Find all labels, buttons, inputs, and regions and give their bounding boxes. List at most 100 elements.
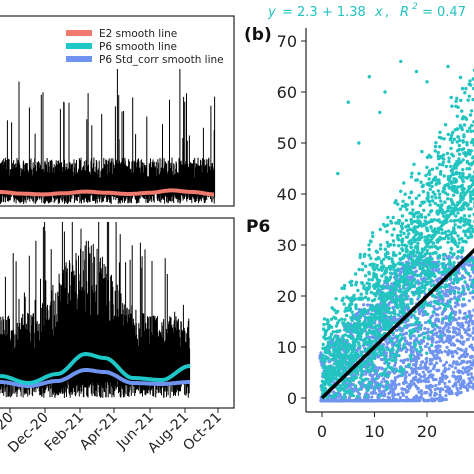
scatter-point-cyan	[427, 169, 432, 173]
scatter-point-blue	[382, 399, 386, 403]
scatter-point-blue	[364, 399, 368, 403]
scatter-point-cyan	[361, 370, 365, 374]
scatter-point-blue	[451, 286, 455, 290]
scatter-point-cyan	[461, 172, 465, 176]
scatter-point-blue	[382, 394, 387, 398]
scatter-point-cyan	[336, 355, 340, 359]
scatter-point-cyan	[425, 257, 429, 261]
scatter-point-cyan	[332, 362, 337, 366]
scatter-point-blue	[405, 370, 409, 374]
scatter-point-cyan	[342, 283, 347, 288]
scatter-point-cyan	[345, 325, 349, 330]
scatter-point-cyan	[468, 167, 472, 171]
scatter-point-cyan	[416, 241, 420, 245]
scatter-point-cyan	[426, 336, 430, 340]
scatter-point-blue	[409, 383, 413, 387]
scatter-point-blue	[379, 399, 383, 403]
equation-sep: ,	[385, 5, 389, 20]
scatter-point-cyan	[450, 104, 454, 108]
scatter-point-cyan	[400, 204, 405, 208]
scatter-point-cyan	[336, 171, 340, 176]
scatter-point-blue	[462, 379, 466, 383]
scatter-point-cyan	[401, 311, 405, 316]
scatter-point-cyan	[452, 219, 456, 223]
scatter-point-cyan	[383, 325, 388, 329]
scatter-point-cyan	[398, 299, 403, 303]
scatter-point-cyan	[410, 323, 414, 327]
scatter-point-cyan	[341, 337, 345, 341]
scatter-point-cyan	[343, 366, 348, 370]
scatter-point-cyan	[409, 257, 413, 261]
scatter-point-cyan	[367, 75, 371, 79]
scatter-point-cyan	[437, 181, 441, 185]
scatter-point-blue	[457, 322, 461, 326]
scatter-point-blue	[393, 363, 397, 367]
scatter-point-cyan	[343, 309, 347, 313]
scatter-point-cyan	[448, 232, 453, 237]
scatter-point-cyan	[337, 344, 341, 349]
scatter-point-cyan	[389, 297, 393, 301]
scatter-point-blue	[457, 356, 461, 360]
scatter-point-cyan	[457, 157, 461, 161]
scatter-point-cyan	[469, 149, 473, 153]
scatter-point-cyan	[442, 257, 446, 261]
scatter-point-cyan	[446, 268, 451, 272]
scatter-point-cyan	[420, 290, 424, 294]
scatter-point-cyan	[451, 180, 455, 184]
scatter-point-blue	[469, 372, 473, 376]
scatter-point-cyan	[386, 291, 390, 295]
scatter-point-blue	[414, 362, 418, 366]
scatter-point-cyan	[352, 355, 356, 359]
panel-b-axes: 0 10 20 30 40 50 60 70 0 10 20	[277, 28, 474, 441]
scatter-point-blue	[460, 321, 464, 326]
scatter-point-cyan	[417, 334, 421, 338]
scatter-point-cyan	[466, 287, 471, 291]
scatter-point-cyan	[394, 358, 398, 362]
scatter-point-blue	[400, 399, 405, 403]
scatter-point-cyan	[406, 225, 411, 229]
scatter-point-blue	[404, 350, 408, 354]
scatter-point-cyan	[405, 235, 410, 239]
scatter-point-blue	[441, 331, 445, 335]
scatter-point-blue	[452, 360, 456, 364]
scatter-point-cyan	[471, 97, 474, 102]
scatter-point-blue	[433, 387, 437, 391]
scatter-point-cyan	[453, 231, 457, 235]
scatter-point-cyan	[468, 257, 472, 261]
scatter-point-cyan	[447, 303, 451, 308]
scatter-point-cyan	[437, 196, 442, 200]
scatter-point-cyan	[435, 246, 439, 250]
scatter-point-blue	[428, 362, 432, 366]
scatter-point-cyan	[345, 313, 349, 318]
scatter-point-cyan	[412, 219, 417, 224]
scatter-point-cyan	[377, 350, 382, 354]
scatter-point-blue	[370, 335, 374, 339]
scatter-point-cyan	[383, 292, 387, 296]
scatter-point-cyan	[337, 338, 341, 342]
scatter-point-cyan	[431, 241, 435, 245]
scatter-point-cyan	[446, 236, 451, 241]
scatter-point-cyan	[442, 157, 446, 161]
scatter-point-blue	[439, 395, 443, 399]
scatter-points	[318, 59, 474, 403]
scatter-point-cyan	[359, 292, 363, 296]
scatter-point-blue	[426, 342, 430, 346]
scatter-point-blue	[439, 276, 443, 280]
scatter-point-blue	[460, 348, 464, 352]
scatter-point-cyan	[403, 289, 407, 294]
scatter-point-cyan	[396, 236, 400, 241]
scatter-point-blue	[348, 399, 352, 403]
scatter-point-cyan	[401, 302, 405, 306]
scatter-point-blue	[423, 373, 427, 377]
scatter-point-cyan	[428, 187, 432, 191]
scatter-point-cyan	[379, 353, 384, 357]
scatter-point-cyan	[371, 330, 375, 334]
scatter-point-blue	[455, 362, 459, 366]
scatter-point-cyan	[411, 252, 415, 256]
scatter-point-cyan	[320, 357, 324, 361]
scatter-point-cyan	[341, 368, 345, 373]
scatter-point-cyan	[360, 281, 364, 285]
scatter-point-cyan	[405, 207, 409, 212]
scatter-point-cyan	[468, 126, 472, 130]
scatter-point-cyan	[409, 175, 414, 179]
